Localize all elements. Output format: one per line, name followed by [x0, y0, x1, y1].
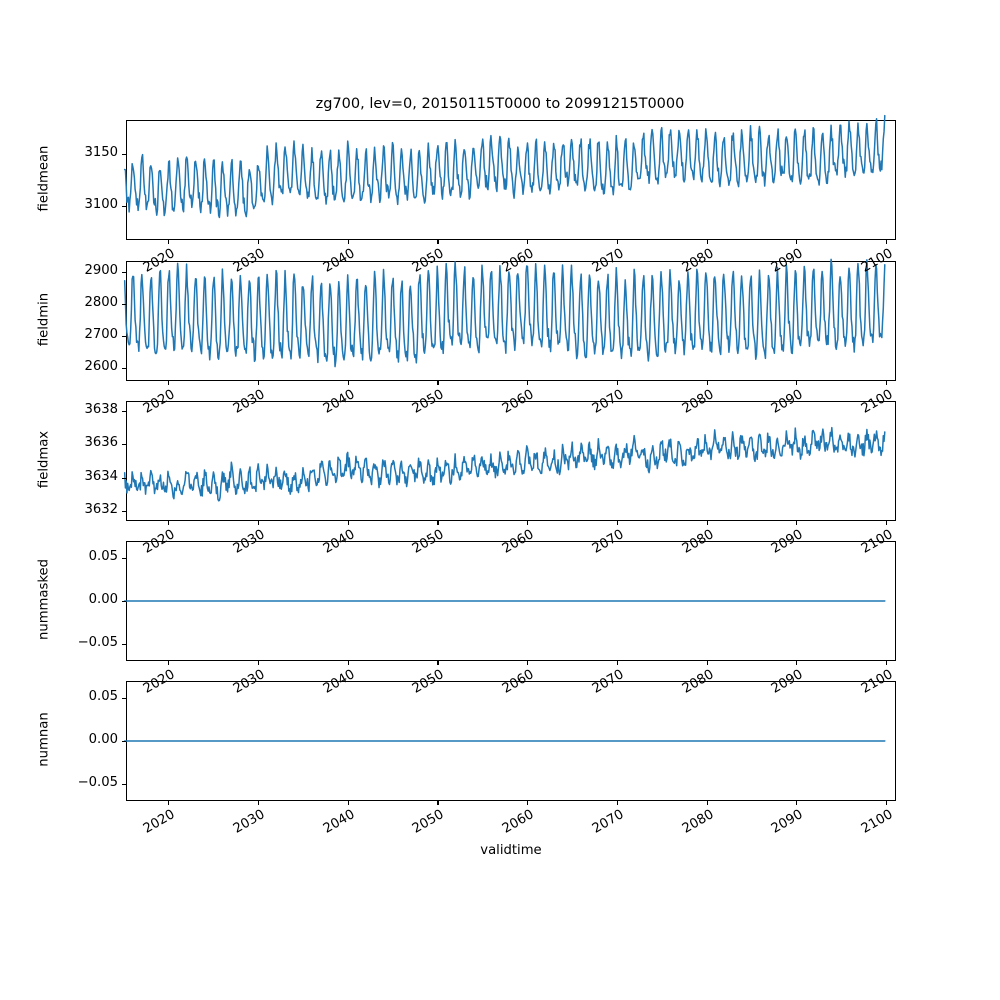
y-tick-mark — [122, 153, 126, 155]
y-tick-mark — [122, 444, 126, 446]
data-line-fieldmin — [123, 258, 886, 368]
x-tick-mark — [168, 661, 170, 665]
y-tick-label: 3100 — [84, 197, 118, 213]
x-tick-mark — [706, 521, 708, 525]
y-tick-label: 3636 — [84, 435, 118, 451]
y-tick-mark — [122, 783, 126, 785]
y-tick-label: 2800 — [84, 295, 118, 311]
y-tick-mark — [122, 368, 126, 370]
x-tick-mark — [257, 381, 260, 385]
x-tick-mark — [527, 521, 529, 525]
x-tick-mark — [706, 240, 708, 244]
x-tick-label: 2080 — [679, 807, 717, 837]
y-tick-label: 3638 — [84, 402, 118, 417]
x-tick-mark — [437, 801, 439, 805]
x-tick-label: 2020 — [141, 807, 178, 837]
x-tick-mark — [527, 801, 529, 805]
x-tick-mark — [437, 381, 439, 385]
y-tick-label: 2600 — [84, 359, 118, 375]
x-tick-mark — [706, 661, 708, 665]
x-tick-mark — [527, 381, 529, 385]
x-tick-mark — [796, 240, 798, 244]
y-tick-mark — [122, 558, 126, 560]
x-tick-mark — [168, 801, 170, 805]
figure-title: zg700, lev=0, 20150115T0000 to 20991215T… — [315, 96, 685, 112]
y-tick-mark — [122, 411, 126, 413]
data-line-fieldmean — [123, 114, 886, 219]
x-tick-mark — [257, 661, 260, 665]
x-tick-label: 2100 — [859, 807, 896, 837]
x-tick-mark — [886, 381, 888, 385]
x-tick-mark — [347, 661, 349, 665]
y-tick-label: 0.00 — [88, 592, 118, 607]
x-tick-mark — [796, 521, 798, 525]
x-tick-mark — [347, 801, 349, 805]
x-tick-mark — [706, 801, 708, 805]
y-tick-mark — [122, 304, 126, 306]
subplot-fieldmean — [123, 114, 896, 240]
x-tick-label: 2090 — [769, 807, 806, 837]
y-tick-mark — [122, 698, 126, 700]
y-tick-label: 3150 — [84, 144, 118, 160]
x-tick-mark — [616, 381, 618, 385]
x-tick-label: 2040 — [320, 807, 358, 837]
x-tick-mark — [168, 521, 170, 525]
y-tick-mark — [122, 336, 126, 338]
y-tick-label: 2900 — [84, 263, 118, 279]
x-tick-mark — [347, 240, 349, 244]
x-tick-mark — [437, 521, 439, 525]
x-tick-label: 2070 — [589, 807, 627, 837]
x-tick-mark — [527, 240, 529, 244]
y-tick-mark — [122, 272, 126, 274]
y-tick-mark — [122, 206, 126, 208]
x-tick-mark — [527, 661, 529, 665]
x-tick-mark — [616, 240, 618, 244]
x-tick-mark — [347, 521, 349, 525]
x-tick-mark — [796, 801, 798, 805]
y-tick-label: 0.05 — [88, 689, 118, 705]
y-tick-label: 3634 — [84, 468, 118, 484]
y-axis-label-fieldmean: fieldmean — [36, 145, 52, 212]
x-tick-mark — [616, 801, 618, 805]
y-tick-label: −0.05 — [77, 774, 118, 790]
x-tick-mark — [257, 240, 260, 244]
y-tick-mark — [122, 601, 126, 603]
x-tick-label: 2030 — [230, 807, 268, 837]
x-tick-mark — [706, 381, 708, 385]
subplot-numnan — [123, 681, 896, 801]
x-axis-label: validtime — [480, 843, 542, 858]
x-tick-mark — [168, 240, 170, 244]
y-tick-mark — [122, 643, 126, 645]
x-tick-mark — [616, 521, 618, 525]
y-tick-label: 0.00 — [88, 732, 118, 747]
x-tick-mark — [168, 381, 170, 385]
x-tick-mark — [257, 521, 260, 525]
x-tick-mark — [796, 381, 798, 385]
subplot-fieldmin — [123, 258, 896, 381]
data-line-fieldmax — [123, 426, 886, 502]
y-tick-mark — [122, 477, 126, 479]
x-tick-mark — [437, 240, 439, 244]
x-tick-mark — [347, 381, 349, 385]
y-tick-label: 3632 — [84, 502, 118, 517]
x-tick-mark — [886, 801, 888, 805]
x-tick-mark — [437, 661, 439, 665]
y-tick-label: 0.05 — [88, 549, 118, 565]
x-tick-label: 2060 — [500, 807, 537, 837]
y-tick-mark — [122, 741, 126, 743]
y-tick-label: 2700 — [84, 327, 118, 343]
x-tick-label: 2050 — [410, 807, 447, 837]
subplot-nummasked — [123, 541, 896, 661]
y-tick-mark — [122, 511, 126, 513]
x-tick-mark — [257, 801, 260, 805]
subplot-fieldmax — [123, 401, 896, 521]
x-tick-mark — [886, 521, 888, 525]
x-tick-mark — [796, 661, 798, 665]
x-tick-mark — [886, 661, 888, 665]
x-tick-mark — [886, 240, 888, 244]
x-tick-mark — [616, 661, 618, 665]
y-tick-label: −0.05 — [77, 634, 118, 650]
